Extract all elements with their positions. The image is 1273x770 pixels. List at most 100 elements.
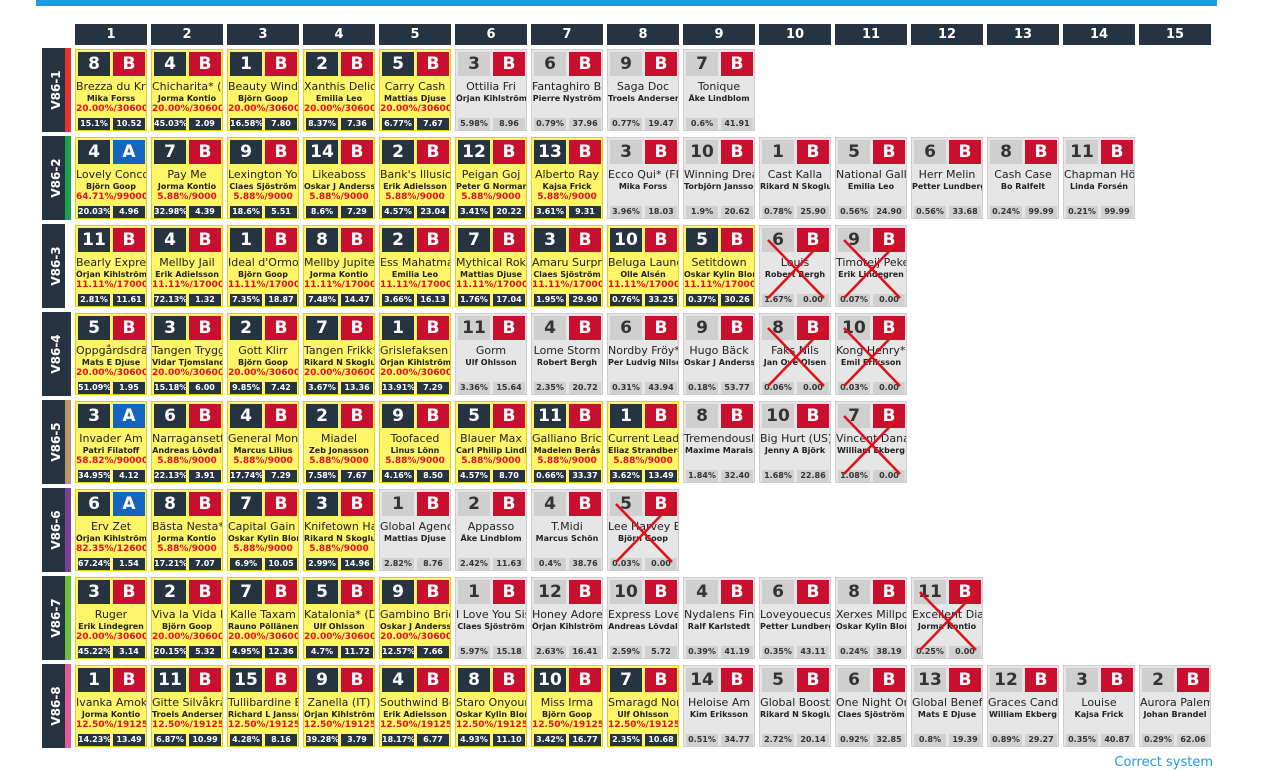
horse-cell[interactable]: 8 B Mellby Jupiter Jorma Kontio 11.11%/17000… bbox=[303, 225, 375, 307]
horse-cell[interactable]: 3 A Invader Am Patri Filatoff 58.82%/90000 34… bbox=[75, 401, 147, 483]
horse-cell[interactable]: 2 B Gott Klirr Björn Goop 20.00%/30600 9.85% 7… bbox=[227, 313, 299, 395]
horse-cell[interactable]: 6B Nordby Fröy*Per Ludvig Nilsen 0.31%43.9… bbox=[607, 313, 679, 395]
horse-cell[interactable]: 3B Amaru SurprisClaes Sjöström11.11%/1700… bbox=[531, 225, 603, 307]
horse-cell[interactable]: 9 B Toofaced Linus Lönn 5.88%/9000 4.16% 8.50 bbox=[379, 401, 451, 483]
leg-label[interactable]: V86-5 bbox=[42, 400, 71, 484]
horse-cell[interactable]: 10 B Kong Henry* (Emil Eriksson 0.03% 0.00 bbox=[835, 313, 907, 395]
horse-cell[interactable]: 8 B Tremendously Maxime Marais 1.84% 32.40 bbox=[683, 401, 755, 483]
horse-cell[interactable]: 4 A Lovely Concor Björn Goop 64.71%/99000 20.… bbox=[75, 137, 147, 219]
leg-label[interactable]: V86-4 bbox=[42, 312, 71, 396]
horse-cell[interactable]: 13 B Alberto Ray Kajsa Frick 5.88%/9000 3.61%… bbox=[531, 137, 603, 219]
horse-cell[interactable]: 13B Global BenefitMats E Djuse 0.8%19.39 bbox=[911, 665, 983, 747]
horse-cell[interactable]: 1B Grislefaksen GÖrjan Kihlström20.00%/30… bbox=[379, 313, 451, 395]
horse-cell[interactable]: 2 B Appasso Åke Lindblom 2.42% 11.63 bbox=[455, 489, 527, 571]
horse-cell[interactable]: 14 B Heloise Am Kim Eriksson 0.51% 34.77 bbox=[683, 665, 755, 747]
horse-cell[interactable]: 9 B Hugo Bäck Oskar J Andersso 0.18% 53.77 bbox=[683, 313, 755, 395]
horse-cell[interactable]: 9B Gambino BrickOskar J Andersso20.00%/30… bbox=[379, 577, 451, 659]
horse-cell[interactable]: 5 B Carry Cash Mattias Djuse 20.00%/30600 6.7… bbox=[379, 49, 451, 131]
horse-cell[interactable]: 3B Tangen Trygg*Vidar Tjomsland20.00%/306… bbox=[151, 313, 223, 395]
horse-cell[interactable]: 2 B Miadel Zeb Jonasson 5.88%/9000 7.58% 7.67 bbox=[303, 401, 375, 483]
horse-cell[interactable]: 2B Aurora PalemaJohan Brandel 0.29%62.06 bbox=[1139, 665, 1211, 747]
horse-cell[interactable]: 1 B Ideal d'Ormoy Björn Goop 11.11%/17000 7.3… bbox=[227, 225, 299, 307]
horse-cell[interactable]: 2B Bank's IllusionErik Adielsson5.88%/900… bbox=[379, 137, 451, 219]
horse-cell[interactable]: 10B Winning DrearTorbjörn Jansson 1.9%20.6… bbox=[683, 137, 755, 219]
horse-cell[interactable]: 7B Tangen Frikk*Rikard N Skoglun20.00%/30… bbox=[303, 313, 375, 395]
horse-cell[interactable]: 12 B Graces Candy William Ekberg 0.89% 29.27 bbox=[987, 665, 1059, 747]
leg-label[interactable]: V86-2 bbox=[42, 136, 71, 220]
horse-cell[interactable]: 1B I Love You SisuClaes Sjöström 5.97%15.1… bbox=[455, 577, 527, 659]
horse-cell[interactable]: 5 B National Galle Emilia Leo 0.56% 24.90 bbox=[835, 137, 907, 219]
horse-cell[interactable]: 7 B Mythical Rokk Mattias Djuse 11.11%/17000… bbox=[455, 225, 527, 307]
horse-cell[interactable]: 6 B Narragansett Andreas Lövdal 5.88%/9000 22… bbox=[151, 401, 223, 483]
leg-label[interactable]: V86-7 bbox=[42, 576, 71, 660]
horse-cell[interactable]: 3 B Ottilia Fri Örjan Kihlström 5.98% 8.96 bbox=[455, 49, 527, 131]
horse-cell[interactable]: 9 B Saga Doc Troels Andersen 0.77% 19.47 bbox=[607, 49, 679, 131]
horse-cell[interactable]: 10 B Miss Irma Björn Goop 12.50%/19125 3.42% 1… bbox=[531, 665, 603, 747]
horse-cell[interactable]: 7B Capital Gain COskar Kylin Blom5.88%/90… bbox=[227, 489, 299, 571]
horse-cell[interactable]: 3 B Louise Kajsa Frick 0.35% 40.87 bbox=[1063, 665, 1135, 747]
horse-cell[interactable]: 4B Chicharita* (FIJorma Kontio20.00%/3060… bbox=[151, 49, 223, 131]
horse-cell[interactable]: 7 B Pay Me Jorma Kontio 5.88%/9000 32.98% 4.39 bbox=[151, 137, 223, 219]
horse-cell[interactable]: 10 B Express Love Andreas Lövdal 2.59% 5.72 bbox=[607, 577, 679, 659]
horse-cell[interactable]: 8 B Cash Case Bo Ralfelt 0.24% 99.99 bbox=[987, 137, 1059, 219]
horse-cell[interactable]: 1B Global AgencyMattias Djuse 2.82%8.76 bbox=[379, 489, 451, 571]
horse-cell[interactable]: 11 B Galliano Brick Madelen Berås 5.88%/9000… bbox=[531, 401, 603, 483]
horse-cell[interactable]: 11 B Gorm Ulf Ohlsson 3.36% 15.64 bbox=[455, 313, 527, 395]
horse-cell[interactable]: 7 B Kalle Taxam Rauno Pöllänen 20.00%/30600 4… bbox=[227, 577, 299, 659]
leg-label[interactable]: V86-8 bbox=[42, 664, 71, 748]
horse-cell[interactable]: 11B Chapman HörcLinda Forsén 0.21%99.99 bbox=[1063, 137, 1135, 219]
horse-cell[interactable]: 4 B T.Midi Marcus Schön 0.4% 38.76 bbox=[531, 489, 603, 571]
leg-label[interactable]: V86-3 bbox=[42, 224, 71, 308]
leg-label[interactable]: V86-6 bbox=[42, 488, 71, 572]
horse-cell[interactable]: 7 B Smaragd Norr Ulf Ohlsson 12.50%/19125 2.3… bbox=[607, 665, 679, 747]
horse-cell[interactable]: 12 B Peigan Goj Peter G Norman 5.88%/9000 3.4… bbox=[455, 137, 527, 219]
horse-cell[interactable]: 6 B Fantaghiro Bri Pierre Nyström 0.79% 37.96 bbox=[531, 49, 603, 131]
horse-cell[interactable]: 4 B Mellby Jail Erik Adielsson 11.11%/17000 7… bbox=[151, 225, 223, 307]
horse-cell[interactable]: 5 B Setitdown Oskar Kylin Blom 11.11%/17000 0… bbox=[683, 225, 755, 307]
horse-cell[interactable]: 6 B Herr Melin Petter Lundberg 0.56% 33.68 bbox=[911, 137, 983, 219]
horse-cell[interactable]: 1B Current LeadeEliaz Strandberg5.88%/900… bbox=[607, 401, 679, 483]
horse-cell[interactable]: 9 B Lexington Yod Claes Sjöström 5.88%/9000 1… bbox=[227, 137, 299, 219]
horse-cell[interactable]: 7 B Tonique Åke Lindblom 0.6% 41.91 bbox=[683, 49, 755, 131]
horse-cell[interactable]: 6 B One Night Onl Claes Sjöström 0.92% 32.85 bbox=[835, 665, 907, 747]
horse-cell[interactable]: 1 B Beauty Wind* Björn Goop 20.00%/30600 16.5… bbox=[227, 49, 299, 131]
horse-cell[interactable]: 9 B Zanella (IT) Örjan Kihlström 12.50%/1912… bbox=[303, 665, 375, 747]
horse-cell[interactable]: 8 B Xerxes Millpor Oskar Kylin Blom 0.24% 38.… bbox=[835, 577, 907, 659]
horse-cell[interactable]: 15B Tullibardine BoRichard L Jansson12.50… bbox=[227, 665, 299, 747]
horse-cell[interactable]: 11B Bearly ExpressÖrjan Kihlström11.11%/1… bbox=[75, 225, 147, 307]
horse-cell[interactable]: 10 B Big Hurt (US) Jenny A Björk 1.68% 22.86 bbox=[759, 401, 831, 483]
horse-cell[interactable]: 12 B Honey Adore Örjan Kihlström 2.63% 16.41 bbox=[531, 577, 603, 659]
horse-cell[interactable]: 4 B Lome Storm Robert Bergh 2.35% 20.72 bbox=[531, 313, 603, 395]
horse-cell[interactable]: 3 B Ruger Erik Lindegren 20.00%/30600 45.22% 3… bbox=[75, 577, 147, 659]
horse-cell[interactable]: 8 B Faks Nils Jan Ove Olsen 0.06% 0.00 bbox=[759, 313, 831, 395]
horse-cell[interactable]: 4B Southwind BolErik Adielsson12.50%/1912… bbox=[379, 665, 451, 747]
horse-cell[interactable]: 6 B Loveyouecus Petter Lundberg 0.35% 43.11 bbox=[759, 577, 831, 659]
horse-cell[interactable]: 1 B Ivanka Amok Jorma Kontio 12.50%/19125 14.… bbox=[75, 665, 147, 747]
leg-label[interactable]: V86-1 bbox=[42, 48, 71, 132]
horse-cell[interactable]: 7 B Vincent Dana William Ekberg 1.08% 0.00 bbox=[835, 401, 907, 483]
horse-cell[interactable]: 4 B Nydalens Finit Ralf Karlstedt 0.39% 41.19 bbox=[683, 577, 755, 659]
horse-cell[interactable]: 11 B Gitte Silvåkra Troels Andersen 12.50%/1… bbox=[151, 665, 223, 747]
horse-cell[interactable]: 2 B Ess Mahatma Emilia Leo 11.11%/17000 3.66%… bbox=[379, 225, 451, 307]
horse-cell[interactable]: 3 B Ecco Qui* (FI) Mika Forss 3.96% 18.03 bbox=[607, 137, 679, 219]
horse-cell[interactable]: 8B Staro OnyournOskar Kylin Blom12.50%/19… bbox=[455, 665, 527, 747]
horse-cell[interactable]: 6 B Louis Robert Bergh 1.67% 0.00 bbox=[759, 225, 831, 307]
horse-cell[interactable]: 14 B Likeaboss Oskar J Andersso 5.88%/9000 8.… bbox=[303, 137, 375, 219]
horse-cell[interactable]: 9 B Timoteij Peke Erik Lindegren 0.07% 0.00 bbox=[835, 225, 907, 307]
horse-cell[interactable]: 5 B Blauer Max Carl Philip Lindbl 5.88%/9000… bbox=[455, 401, 527, 483]
correct-system-link[interactable]: Correct system bbox=[1114, 755, 1213, 770]
